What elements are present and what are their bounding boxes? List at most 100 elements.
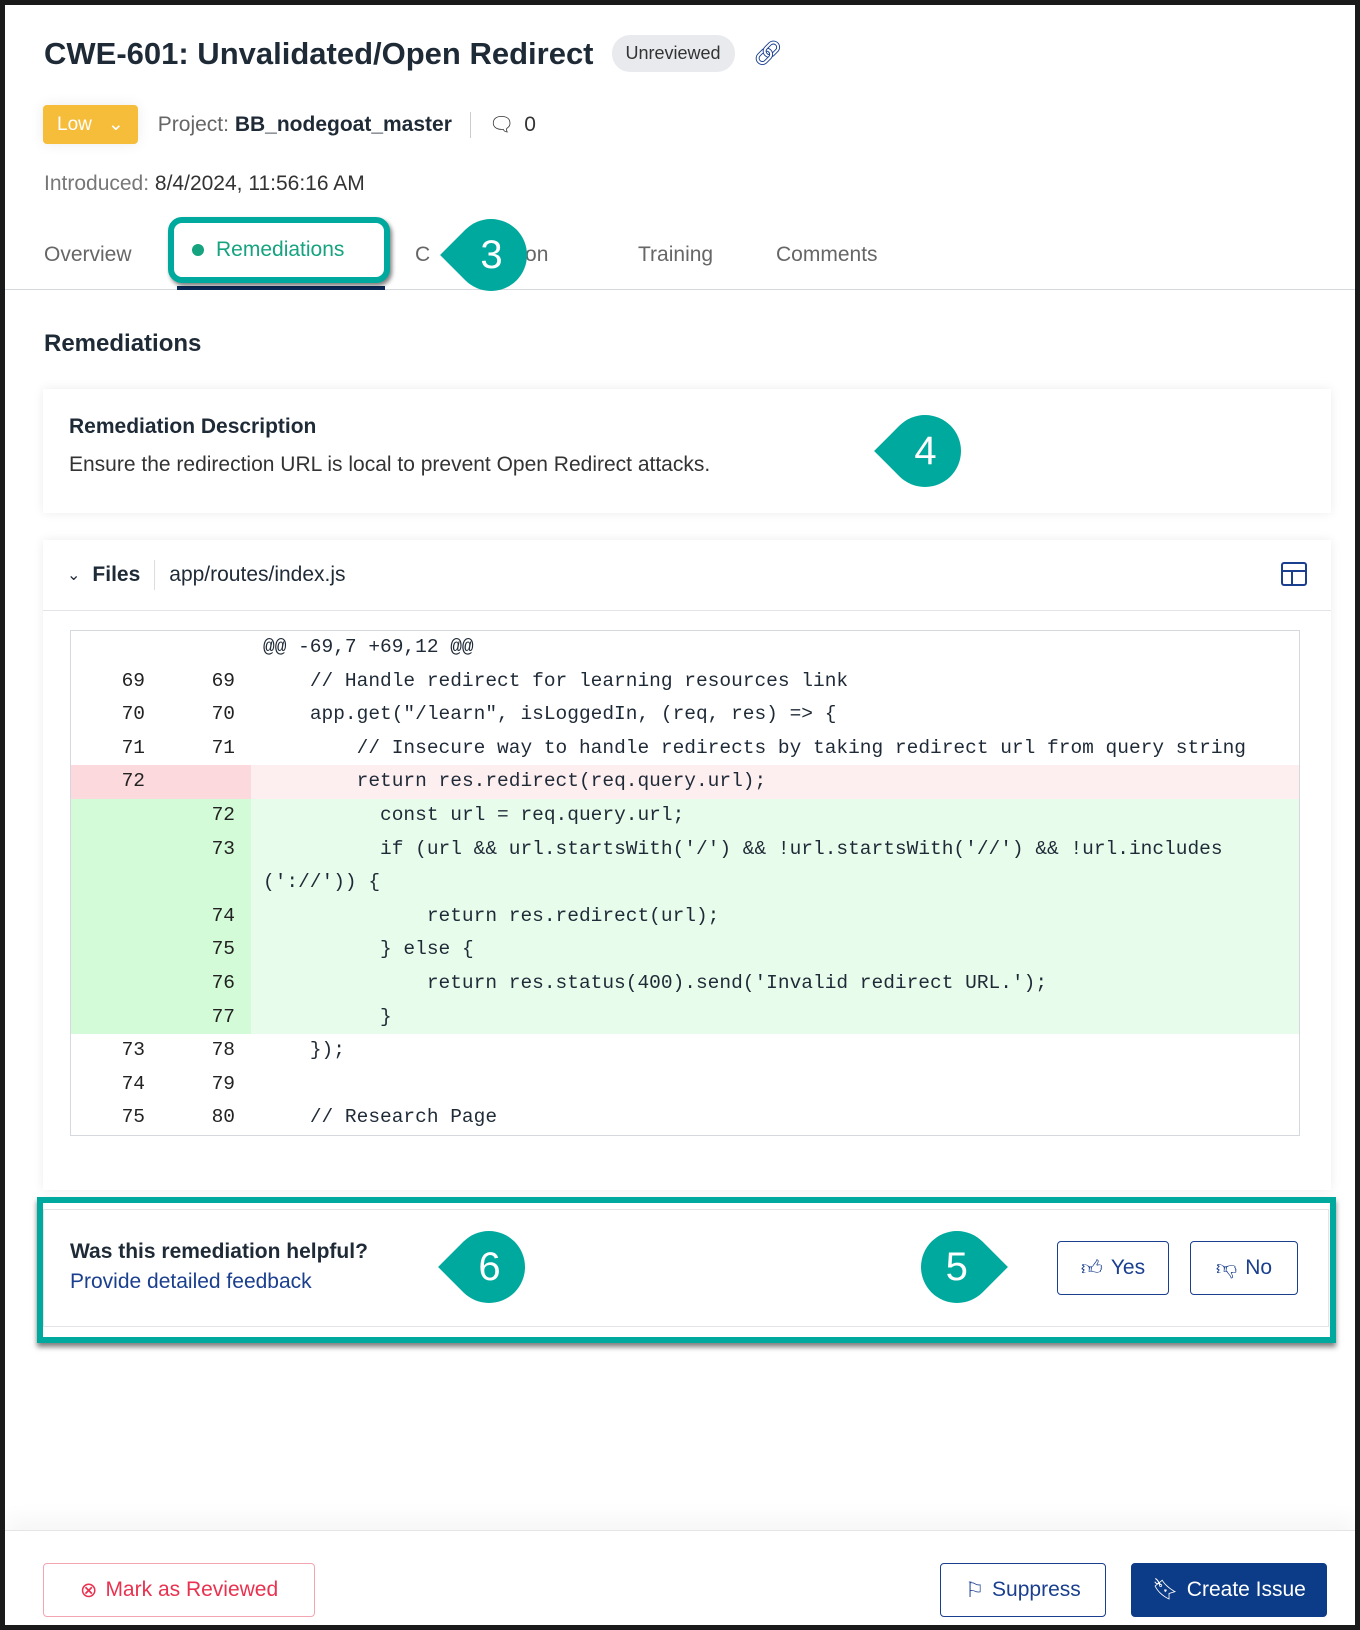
issue-detail-panel: CWE-601: Unvalidated/Open Redirect Unrev…	[5, 5, 1355, 1625]
old-line-number: 75	[121, 1106, 145, 1129]
feedback-highlight	[37, 1197, 1336, 1343]
thumbs-up-icon: 👍︎	[1080, 1257, 1103, 1280]
new-line-number: 71	[211, 736, 235, 759]
chevron-down-icon: ⌄	[107, 114, 124, 135]
no-label: No	[1245, 1256, 1273, 1279]
tab-bar: Overview C​iption Training Comments Reme…	[5, 204, 1355, 306]
tab-overview[interactable]: Overview	[44, 243, 132, 266]
old-line-number	[71, 933, 161, 967]
tab-comments[interactable]: Comments	[776, 243, 878, 266]
old-line-number: 71	[121, 736, 145, 759]
yes-button[interactable]: 👍︎ Yes	[1057, 1241, 1169, 1295]
code-text	[251, 1068, 1299, 1102]
link-icon[interactable]: 🔗︎	[752, 40, 784, 67]
new-line-number: 78	[211, 1039, 235, 1062]
flag-icon: ⚐	[965, 1578, 985, 1602]
new-line-number: 77	[211, 1005, 235, 1028]
code-text: return res.redirect(url);	[251, 899, 1299, 934]
suppress-button[interactable]: ⚐ Suppress	[940, 1563, 1106, 1617]
old-line-number	[71, 631, 161, 665]
diff-line: 72 return res.redirect(req.query.url);	[71, 765, 1299, 799]
introduced-label: Introduced:	[44, 172, 150, 195]
suppress-label: Suppress	[992, 1578, 1081, 1601]
code-text: } else {	[251, 933, 1299, 967]
diff-line: 69 69 // Handle redirect for learning res…	[71, 665, 1299, 699]
files-label: Files	[92, 563, 141, 586]
code-text: });	[263, 1039, 345, 1062]
new-line-number: 70	[211, 703, 235, 726]
file-path: app/routes/index.js	[169, 563, 346, 586]
active-tab-indicator	[177, 286, 385, 290]
code-text: const url = req.query.url;	[251, 798, 1299, 833]
new-line-number: 76	[211, 971, 235, 994]
diff-line: 77 }	[71, 1000, 1299, 1035]
remediation-description-text: Ensure the redirection URL is local to p…	[69, 453, 711, 476]
remediation-description-card: Remediation Description Ensure the redir…	[43, 389, 1331, 513]
bookmark-icon: 🔖︎	[1152, 1578, 1179, 1601]
create-issue-label: Create Issue	[1186, 1578, 1306, 1601]
divider	[469, 111, 471, 138]
project-info: Project: BB_nodegoat_master	[158, 113, 452, 137]
code-text: // Handle redirect for learning resource…	[263, 669, 849, 692]
layout-toggle-icon[interactable]	[1281, 562, 1307, 586]
old-line-number: 72	[121, 770, 145, 793]
code-text: if (url && url.startsWith('/') && !url.s…	[251, 832, 1299, 900]
feedback-question: Was this remediation helpful?	[70, 1240, 368, 1263]
tab-remediations-label: Remediations	[216, 238, 345, 261]
new-line-number: 69	[211, 669, 235, 692]
project-label: Project:	[157, 112, 229, 136]
section-title: Remediations	[44, 330, 202, 357]
old-line-number	[71, 967, 161, 1001]
diff-line: 73 78 });	[71, 1034, 1299, 1068]
new-line-number	[161, 631, 251, 665]
severity-value: Low	[57, 113, 92, 135]
new-line-number: 72	[211, 803, 235, 826]
old-line-number: 74	[121, 1072, 145, 1095]
issue-title: CWE-601: Unvalidated/Open Redirect	[44, 35, 594, 71]
code-text: // Research Page	[263, 1106, 498, 1129]
comment-icon: 🗨︎	[488, 114, 515, 136]
old-line-number	[71, 1001, 161, 1035]
mark-reviewed-button[interactable]: ⊗ Mark as Reviewed	[43, 1563, 315, 1617]
diff-line: 74 return res.redirect(url);	[71, 899, 1299, 934]
tab-training[interactable]: Training	[638, 243, 714, 266]
diff-line: 71 71 // Insecure way to handle redirects…	[71, 732, 1299, 766]
thumbs-down-icon: 👎︎	[1215, 1257, 1238, 1280]
diff-line: @@ -69,7 +69,12 @@	[71, 631, 1299, 665]
status-badge: Unreviewed	[611, 35, 735, 72]
create-issue-button[interactable]: 🔖︎ Create Issue	[1131, 1563, 1327, 1617]
new-line-number: 80	[211, 1106, 235, 1129]
project-name: BB_nodegoat_master	[234, 112, 452, 136]
diff-view: @@ -69,7 +69,12 @@ 69 69 // Handle redirec…	[70, 630, 1300, 1136]
code-text: return res.redirect(req.query.url);	[251, 765, 1299, 799]
no-button[interactable]: 👎︎ No	[1190, 1241, 1298, 1295]
footer-bar: ⊗ Mark as Reviewed ⚐ Suppress 🔖︎ Create Iss…	[5, 1530, 1355, 1625]
yes-label: Yes	[1110, 1256, 1146, 1279]
introduced-date: Introduced: 8/4/2024, 11:56:16 AM	[44, 172, 365, 196]
remediation-description-title: Remediation Description	[69, 415, 317, 438]
active-dot-icon	[192, 244, 204, 256]
tab-remediations[interactable]: Remediations	[168, 217, 390, 283]
new-line-number: 75	[211, 938, 235, 961]
close-circle-icon: ⊗	[79, 1578, 98, 1602]
new-line-number: 73	[211, 837, 235, 860]
old-line-number: 73	[121, 1039, 145, 1062]
code-text: @@ -69,7 +69,12 @@	[263, 636, 474, 658]
new-line-number: 74	[211, 904, 235, 927]
new-line-number: 79	[211, 1072, 235, 1095]
feedback-card: Was this remediation helpful? Provide de…	[43, 1209, 1329, 1327]
comment-count: 0	[524, 112, 536, 136]
old-line-number	[71, 900, 161, 934]
severity-dropdown[interactable]: Low ⌄	[43, 105, 138, 144]
code-text: }	[251, 1000, 1299, 1035]
diff-line: 76 return res.status(400).send('Invalid …	[71, 966, 1299, 1001]
collapse-chevron-icon[interactable]: ⌄	[67, 567, 81, 584]
files-card: ⌄ Files app/routes/index.js @@ -69,7 +69…	[43, 540, 1331, 1190]
mark-reviewed-label: Mark as Reviewed	[105, 1578, 279, 1601]
diff-line: 72 const url = req.query.url;	[71, 798, 1299, 833]
diff-line: 75 80 // Research Page	[71, 1101, 1299, 1135]
old-line-number: 69	[121, 669, 145, 692]
detailed-feedback-link[interactable]: Provide detailed feedback	[70, 1270, 312, 1293]
diff-line: 73 if (url && url.startsWith('/') && !ur…	[71, 832, 1299, 900]
diff-line: 74 79	[71, 1068, 1299, 1102]
